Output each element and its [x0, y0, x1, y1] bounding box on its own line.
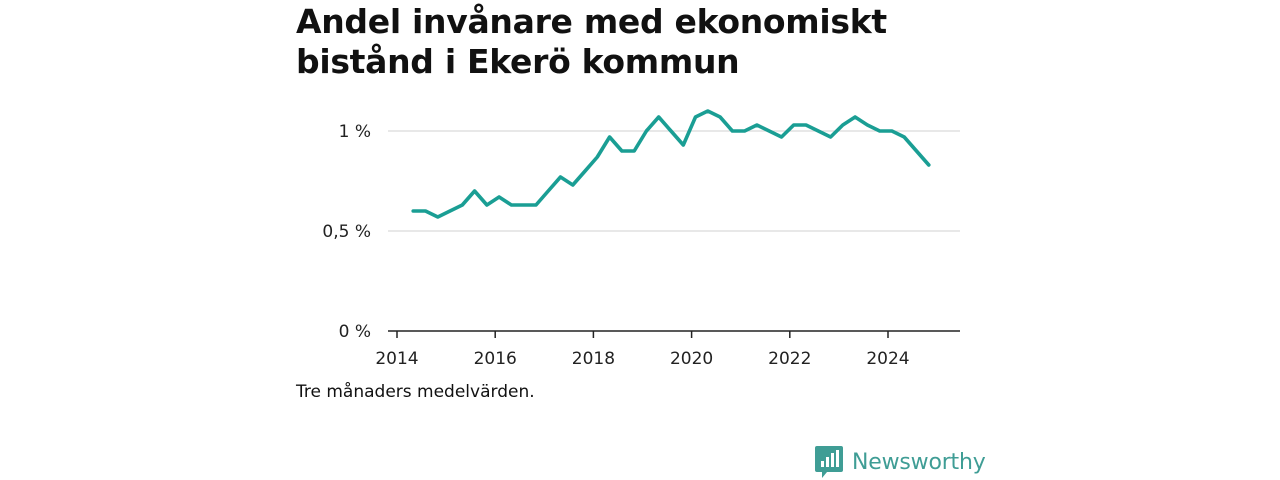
newsworthy-logo-icon — [815, 446, 843, 478]
brand-logo: Newsworthy — [815, 446, 986, 478]
y-tick-labels: 0 % 0,5 % 1 % — [322, 122, 371, 342]
series-layer — [411, 109, 931, 219]
x-tick-label: 2016 — [474, 349, 517, 369]
y-tick-label: 0,5 % — [322, 222, 371, 242]
chart-note: Tre månaders medelvärden. — [296, 382, 535, 402]
x-tick-label: 2020 — [670, 349, 713, 369]
y-tick-label: 1 % — [339, 122, 371, 142]
series-line — [411, 109, 931, 219]
y-tick-label: 0 % — [339, 322, 371, 342]
x-tick-label: 2014 — [375, 349, 418, 369]
chart-title: Andel invånare med ekonomiskt bistånd i … — [296, 2, 887, 81]
x-axis: 2014 2016 2018 2020 2022 2024 — [375, 330, 960, 369]
grid-lines — [388, 130, 960, 232]
x-tick-label: 2018 — [572, 349, 615, 369]
x-tick-label: 2022 — [768, 349, 811, 369]
brand-name: Newsworthy — [852, 449, 986, 475]
x-tick-label: 2024 — [866, 349, 909, 369]
